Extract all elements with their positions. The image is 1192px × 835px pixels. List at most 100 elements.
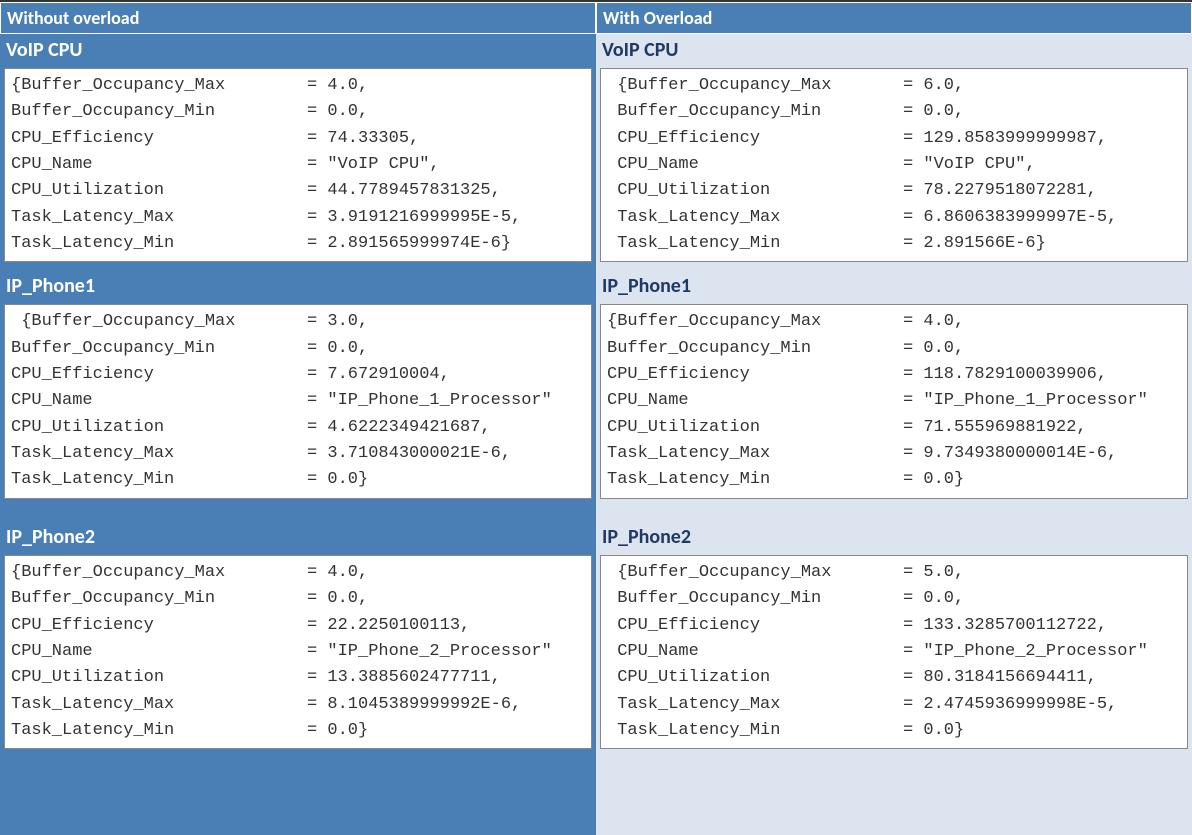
- column-header-left: Without overload: [0, 2, 596, 34]
- data-key: CPU_Name: [7, 152, 307, 178]
- data-value: = 2.4745936999998E-5,: [903, 692, 1185, 718]
- data-row: Task_Latency_Min= 0.0}: [603, 718, 1185, 744]
- data-row: CPU_Utilization= 44.7789457831325,: [7, 178, 589, 204]
- data-key: Task_Latency_Max: [603, 205, 903, 231]
- data-value: = 3.0,: [307, 309, 589, 335]
- data-key: CPU_Efficiency: [7, 362, 307, 388]
- data-value: = 78.2279518072281,: [903, 178, 1185, 204]
- data-key: CPU_Name: [7, 388, 307, 414]
- data-value: = 22.2250100113,: [307, 613, 589, 639]
- data-value: = 4.0,: [307, 560, 589, 586]
- data-row: CPU_Utilization= 13.3885602477711,: [7, 665, 589, 691]
- data-key: Task_Latency_Max: [603, 441, 903, 467]
- data-value: = 4.0,: [903, 309, 1185, 335]
- data-row: Buffer_Occupancy_Min= 0.0,: [603, 586, 1185, 612]
- data-key: Task_Latency_Min: [7, 467, 307, 493]
- data-block-ipphone2-left: {Buffer_Occupancy_Max= 4.0, Buffer_Occup…: [4, 555, 592, 749]
- data-key: CPU_Utilization: [603, 178, 903, 204]
- data-key: CPU_Utilization: [603, 415, 903, 441]
- data-row: CPU_Efficiency= 22.2250100113,: [7, 613, 589, 639]
- data-value: = "IP_Phone_1_Processor": [903, 388, 1185, 414]
- data-row: CPU_Name= "VoIP CPU",: [7, 152, 589, 178]
- data-row: Task_Latency_Max= 2.4745936999998E-5,: [603, 692, 1185, 718]
- data-key: Task_Latency_Min: [7, 231, 307, 257]
- data-value: = 0.0,: [903, 586, 1185, 612]
- data-value: = "VoIP CPU",: [903, 152, 1185, 178]
- data-value: = 2.891566E-6}: [903, 231, 1185, 257]
- data-key: Task_Latency_Min: [7, 718, 307, 744]
- data-row: Task_Latency_Min= 2.891566E-6}: [603, 231, 1185, 257]
- data-key: {Buffer_Occupancy_Max: [7, 560, 307, 586]
- data-row: {Buffer_Occupancy_Max= 5.0,: [603, 560, 1185, 586]
- data-row: Buffer_Occupancy_Min= 0.0,: [7, 336, 589, 362]
- data-value: = 44.7789457831325,: [307, 178, 589, 204]
- data-key: Task_Latency_Max: [7, 441, 307, 467]
- data-key: {Buffer_Occupancy_Max: [7, 309, 307, 335]
- section-header: IP_Phone2: [596, 521, 1192, 553]
- data-row: CPU_Utilization= 71.555969881922,: [603, 415, 1185, 441]
- data-key: CPU_Efficiency: [7, 126, 307, 152]
- data-value: = 5.0,: [903, 560, 1185, 586]
- data-key: CPU_Name: [7, 639, 307, 665]
- data-key: {Buffer_Occupancy_Max: [603, 560, 903, 586]
- section-header: IP_Phone1: [596, 270, 1192, 302]
- data-key: CPU_Name: [603, 152, 903, 178]
- data-row: Buffer_Occupancy_Min= 0.0,: [7, 99, 589, 125]
- data-value: = 0.0,: [903, 99, 1185, 125]
- data-value: = 3.9191216999995E-5,: [307, 205, 589, 231]
- data-value: = 129.8583999999987,: [903, 126, 1185, 152]
- data-row: Task_Latency_Min= 0.0}: [7, 467, 589, 493]
- data-value: = "IP_Phone_2_Processor": [903, 639, 1185, 665]
- data-key: {Buffer_Occupancy_Max: [603, 309, 903, 335]
- data-row: CPU_Name= "IP_Phone_2_Processor": [7, 639, 589, 665]
- data-row: {Buffer_Occupancy_Max= 3.0,: [7, 309, 589, 335]
- data-value: = "VoIP CPU",: [307, 152, 589, 178]
- data-row: Task_Latency_Min= 0.0}: [603, 467, 1185, 493]
- data-value: = 0.0}: [903, 467, 1185, 493]
- data-row: CPU_Efficiency= 7.672910004,: [7, 362, 589, 388]
- data-row: Task_Latency_Max= 9.7349380000014E-6,: [603, 441, 1185, 467]
- data-key: {Buffer_Occupancy_Max: [603, 73, 903, 99]
- data-key: CPU_Utilization: [7, 178, 307, 204]
- data-value: = 9.7349380000014E-6,: [903, 441, 1185, 467]
- data-key: CPU_Utilization: [7, 415, 307, 441]
- section-header: IP_Phone2: [0, 521, 596, 553]
- data-key: Buffer_Occupancy_Min: [7, 99, 307, 125]
- data-key: Buffer_Occupancy_Min: [7, 586, 307, 612]
- data-key: Task_Latency_Min: [603, 467, 903, 493]
- column-header-right: With Overload: [596, 2, 1192, 34]
- data-key: CPU_Efficiency: [603, 126, 903, 152]
- data-value: = 6.0,: [903, 73, 1185, 99]
- data-value: = 8.1045389999992E-6,: [307, 692, 589, 718]
- data-key: {Buffer_Occupancy_Max: [7, 73, 307, 99]
- data-block-ipphone1-right: {Buffer_Occupancy_Max= 4.0, Buffer_Occup…: [600, 304, 1188, 498]
- data-value: = 2.891565999974E-6}: [307, 231, 589, 257]
- data-row: Task_Latency_Min= 2.891565999974E-6}: [7, 231, 589, 257]
- data-key: Buffer_Occupancy_Min: [603, 99, 903, 125]
- data-row: {Buffer_Occupancy_Max= 6.0,: [603, 73, 1185, 99]
- data-key: CPU_Utilization: [603, 665, 903, 691]
- data-value: = 4.6222349421687,: [307, 415, 589, 441]
- data-row: CPU_Name= "IP_Phone_1_Processor": [603, 388, 1185, 414]
- data-block-ipphone2-right: {Buffer_Occupancy_Max= 5.0, Buffer_Occup…: [600, 555, 1188, 749]
- data-row: Buffer_Occupancy_Min= 0.0,: [7, 586, 589, 612]
- spacer: [0, 507, 596, 521]
- section-header: VoIP CPU: [596, 34, 1192, 66]
- data-block-voip-left: {Buffer_Occupancy_Max= 4.0, Buffer_Occup…: [4, 68, 592, 262]
- data-row: Task_Latency_Max= 8.1045389999992E-6,: [7, 692, 589, 718]
- data-value: = 4.0,: [307, 73, 589, 99]
- data-key: CPU_Efficiency: [603, 613, 903, 639]
- data-key: CPU_Name: [603, 388, 903, 414]
- data-value: = 80.3184156694411,: [903, 665, 1185, 691]
- data-value: = 133.3285700112722,: [903, 613, 1185, 639]
- data-value: = 0.0}: [903, 718, 1185, 744]
- data-key: Buffer_Occupancy_Min: [603, 336, 903, 362]
- data-row: Buffer_Occupancy_Min= 0.0,: [603, 336, 1185, 362]
- data-key: CPU_Utilization: [7, 665, 307, 691]
- data-key: CPU_Efficiency: [603, 362, 903, 388]
- data-row: {Buffer_Occupancy_Max= 4.0,: [7, 560, 589, 586]
- data-key: Task_Latency_Max: [7, 205, 307, 231]
- data-row: CPU_Utilization= 4.6222349421687,: [7, 415, 589, 441]
- spacer: [596, 507, 1192, 521]
- column-with-overload: With Overload VoIP CPU {Buffer_Occupancy…: [596, 2, 1192, 835]
